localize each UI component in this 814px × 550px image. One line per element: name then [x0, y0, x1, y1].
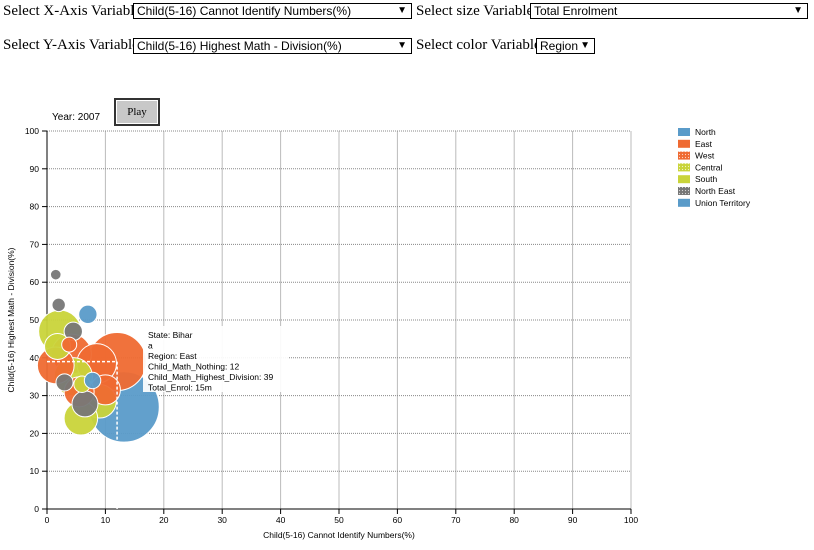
- x-tick-label: 10: [101, 515, 111, 525]
- legend-label: Union Territory: [695, 198, 751, 208]
- x-tick-label: 100: [624, 515, 638, 525]
- bubble: [49, 268, 62, 281]
- y-tick-label: 80: [30, 202, 40, 212]
- x-tick-label: 0: [45, 515, 50, 525]
- tooltip-box: [143, 326, 288, 392]
- y-tick-label: 0: [34, 504, 39, 514]
- legend-swatch: [678, 175, 690, 184]
- tooltip-line: a: [148, 341, 153, 351]
- y-tick-label: 60: [30, 277, 40, 287]
- y-tick-label: 10: [30, 466, 40, 476]
- legend-swatch: [678, 151, 690, 160]
- size-select[interactable]: Total Enrolment ▼: [530, 3, 808, 19]
- chevron-down-icon: ▼: [580, 40, 590, 51]
- y-tick-label: 30: [30, 391, 40, 401]
- x-tick-label: 80: [509, 515, 519, 525]
- legend-label: North East: [695, 186, 736, 196]
- bubble: [36, 346, 75, 385]
- y-axis-select[interactable]: Child(5-16) Highest Math - Division(%) ▼: [133, 38, 412, 54]
- bubble: [78, 304, 98, 325]
- bubble: [63, 321, 83, 342]
- x-tick-label: 90: [568, 515, 578, 525]
- x-tick-label: 70: [451, 515, 461, 525]
- bubble: [73, 375, 91, 393]
- bubble: [53, 357, 93, 397]
- bubble: [71, 390, 99, 418]
- y-axis-select-value: Child(5-16) Highest Math - Division(%): [137, 39, 342, 53]
- legend-label: South: [695, 174, 717, 184]
- y-axis-select-label: Select Y-Axis Variable: [3, 37, 139, 53]
- chart-bubbles: [36, 268, 160, 443]
- chart-axes: 0 10 20 30 40 50 60 70 80 90 100 0 10 20 30 40 50 60 70 80 9…: [25, 126, 639, 525]
- y-tick-label: 90: [30, 164, 40, 174]
- color-select-value: Region: [540, 39, 579, 53]
- x-tick-label: 50: [334, 515, 344, 525]
- bubble: [63, 376, 95, 408]
- x-tick-label: 20: [159, 515, 169, 525]
- size-select-label: Select size Variable: [416, 3, 534, 19]
- bubble: [63, 401, 99, 436]
- bubble: [76, 343, 117, 384]
- legend-label: Central: [695, 162, 723, 172]
- tooltip-line: Total_Enrol: 15m: [148, 383, 212, 393]
- bubble: [51, 333, 92, 375]
- chevron-down-icon: ▼: [397, 5, 407, 16]
- legend-label: West: [695, 151, 715, 161]
- x-tick-label: 60: [393, 515, 403, 525]
- x-tick-label: 30: [217, 515, 227, 525]
- tooltip-line: Child_Math_Highest_Division: 39: [148, 372, 273, 382]
- bubble: [55, 373, 74, 392]
- size-select-value: Total Enrolment: [534, 4, 618, 18]
- legend-swatch: [678, 139, 690, 148]
- bubble: [51, 297, 66, 313]
- play-button[interactable]: Play: [114, 98, 160, 126]
- y-tick-label: 20: [30, 428, 40, 438]
- legend-label: East: [695, 139, 713, 149]
- bubble: [87, 332, 147, 392]
- x-tick-label: 40: [276, 515, 286, 525]
- chart-grid: [47, 130, 632, 509]
- bubble: [89, 374, 121, 406]
- y-axis-label: Child(5-16) Highest Math - Division(%): [6, 247, 16, 392]
- x-axis-label: Child(5-16) Cannot Identify Numbers(%): [263, 530, 415, 540]
- bubble: [88, 371, 160, 443]
- bubble: [44, 332, 72, 360]
- legend-label: North: [695, 127, 716, 137]
- legend-swatch: [678, 198, 690, 207]
- x-axis-select-value: Child(5-16) Cannot Identify Numbers(%): [137, 4, 352, 18]
- tooltip-line: Child_Math_Nothing: 12: [148, 362, 239, 372]
- legend-swatch: [678, 187, 690, 195]
- x-axis-select-label: Select X-Axis Variable: [3, 3, 142, 19]
- year-label: Year: 2007: [52, 112, 101, 123]
- chevron-down-icon: ▼: [793, 5, 803, 16]
- bubble: [38, 309, 82, 354]
- y-tick-label: 70: [30, 239, 40, 249]
- bubble: [82, 383, 117, 419]
- y-tick-label: 40: [30, 353, 40, 363]
- y-tick-label: 100: [25, 126, 39, 136]
- bubble: [61, 336, 78, 353]
- legend-swatch: [678, 128, 690, 136]
- chevron-down-icon: ▼: [397, 40, 407, 51]
- color-select[interactable]: Region ▼: [536, 38, 595, 54]
- legend-swatch: [678, 163, 690, 172]
- color-select-label: Select color Variable: [416, 37, 541, 53]
- bubble: [83, 371, 102, 390]
- tooltip-line: State: Bihar: [148, 330, 193, 340]
- y-tick-label: 50: [30, 315, 40, 325]
- tooltip-line: Region: East: [148, 351, 197, 361]
- x-axis-select[interactable]: Child(5-16) Cannot Identify Numbers(%) ▼: [133, 3, 412, 19]
